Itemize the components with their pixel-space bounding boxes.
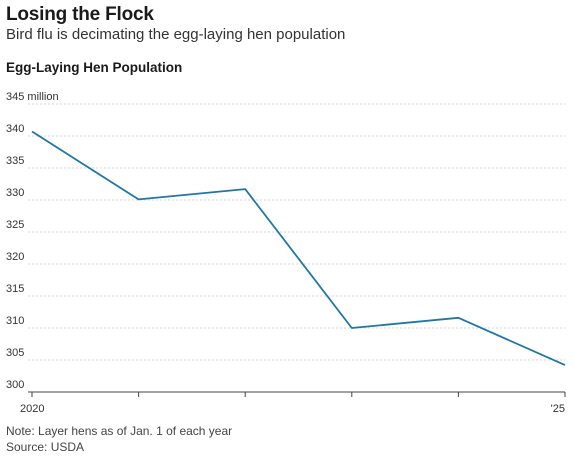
y-tick-label-300: 300 xyxy=(6,379,24,391)
x-axis xyxy=(28,391,566,397)
y-tick-label-325: 325 xyxy=(6,219,24,231)
page-subtitle: Bird flu is decimating the egg-laying he… xyxy=(6,26,346,43)
y-tick-label-315: 315 xyxy=(6,283,24,295)
grid-lines xyxy=(28,103,565,361)
chart-note: Note: Layer hens as of Jan. 1 of each ye… xyxy=(6,424,233,438)
chart-source: Source: USDA xyxy=(6,440,85,454)
y-tick-label-320: 320 xyxy=(6,251,24,263)
page-title: Losing the Flock xyxy=(6,4,154,25)
y-tick-label-335: 335 xyxy=(6,155,24,167)
series-line-0 xyxy=(31,130,566,366)
chart-title: Egg-Laying Hen Population xyxy=(6,60,183,75)
x-tick-label-2020: 2020 xyxy=(20,403,44,415)
y-tick-label-330: 330 xyxy=(6,187,24,199)
y-tick-label-340: 340 xyxy=(6,123,24,135)
x-tick-labels: 2020 '25 xyxy=(20,403,565,415)
y-tick-labels: 300 305 310 315 320 325 330 335 340 345 million xyxy=(6,91,59,391)
y-tick-label-310: 310 xyxy=(6,315,24,327)
y-tick-label-305: 305 xyxy=(6,347,24,359)
series-layer xyxy=(31,130,566,366)
x-tick-label-2025: '25 xyxy=(551,403,565,415)
y-tick-label-345: 345 million xyxy=(6,91,59,103)
